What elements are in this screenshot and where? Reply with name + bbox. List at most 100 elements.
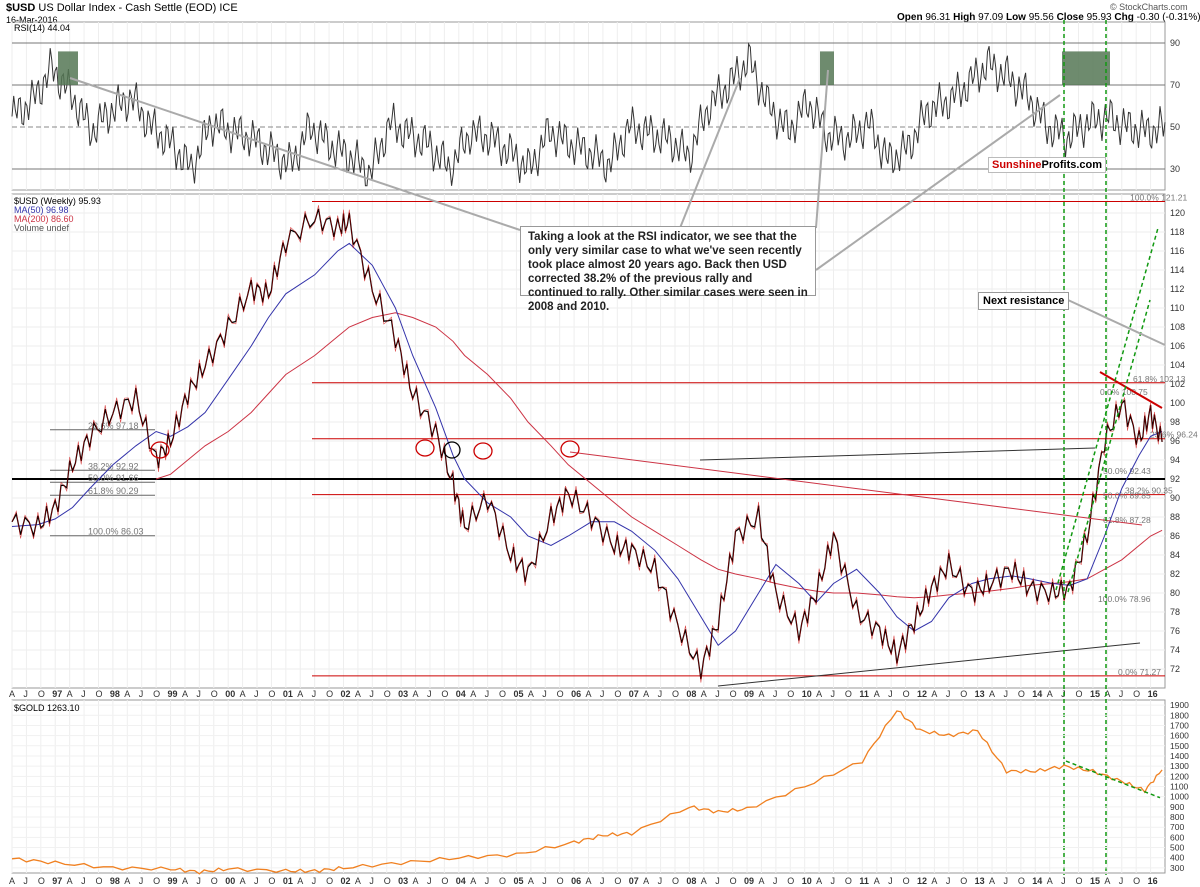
price-tick-label: 96: [1170, 436, 1180, 446]
fib-left-label: 100.0% 86.03: [88, 527, 144, 537]
x-tick-label: J: [369, 689, 374, 699]
x-tick-label: O: [614, 876, 621, 886]
x-tick-label: O: [95, 689, 102, 699]
ma200-legend: MA(200) 86.60: [14, 214, 74, 224]
price-tick-label: 82: [1170, 569, 1180, 579]
gold-tick-label: 1900: [1170, 700, 1189, 710]
next-resistance-label: Next resistance: [978, 292, 1070, 310]
x-tick-label: J: [312, 876, 317, 886]
callout-pointer: [69, 77, 521, 231]
x-tick-label: 07: [629, 876, 639, 886]
support-circle: [560, 440, 580, 458]
x-tick-label: O: [730, 876, 737, 886]
x-tick-label: O: [730, 689, 737, 699]
x-tick-label: 15: [1090, 876, 1100, 886]
x-tick-label: J: [1061, 876, 1066, 886]
rsi-legend: RSI(14) 44.04: [14, 23, 71, 33]
price-tick-label: 116: [1170, 246, 1184, 256]
fib-left-label: 50.0% 91.66: [88, 473, 139, 483]
x-tick-label: A: [355, 876, 361, 886]
x-tick-label: A: [643, 689, 649, 699]
x-tick-label: O: [903, 689, 910, 699]
ma50-line: [11, 242, 1163, 647]
x-tick-label: J: [81, 689, 86, 699]
change-value: -0.30 (-0.31%): [1136, 12, 1200, 23]
gold-tick-label: 1200: [1170, 771, 1189, 781]
gold-tick-label: 1700: [1170, 720, 1189, 730]
x-tick-label: J: [831, 876, 836, 886]
fib-right-label: 100.0% 78.96: [1098, 594, 1151, 604]
price-tick-label: 76: [1170, 626, 1180, 636]
index-name: US Dollar Index - Cash Settle (EOD): [38, 2, 217, 14]
x-tick-label: 02: [340, 689, 350, 699]
gold-tick-label: 500: [1170, 843, 1184, 853]
x-tick-label: J: [485, 876, 490, 886]
x-tick-label: A: [297, 689, 303, 699]
support-circle: [443, 441, 461, 459]
x-tick-label: 97: [52, 689, 62, 699]
x-tick-label: J: [1003, 876, 1008, 886]
x-tick-label: J: [427, 689, 432, 699]
x-tick-label: 06: [571, 876, 581, 886]
rsi-overbought-fill: [1062, 51, 1110, 85]
x-tick-label: A: [643, 876, 649, 886]
x-tick-label: A: [1104, 689, 1110, 699]
x-tick-label: A: [816, 689, 822, 699]
support-circle: [150, 441, 170, 459]
x-tick-label: A: [470, 876, 476, 886]
x-tick-label: J: [773, 689, 778, 699]
x-tick-label: A: [124, 876, 130, 886]
gold-tick-label: 600: [1170, 832, 1184, 842]
x-tick-label: A: [758, 876, 764, 886]
rsi-tick-label: 70: [1170, 80, 1180, 90]
gold-tick-label: 1100: [1170, 782, 1189, 792]
x-tick-label: A: [9, 689, 15, 699]
x-tick-label: J: [254, 876, 259, 886]
x-tick-label: 14: [1032, 689, 1042, 699]
price-tick-label: 98: [1170, 417, 1180, 427]
x-tick-label: J: [658, 689, 663, 699]
x-tick-label: 03: [398, 876, 408, 886]
price-tick-label: 120: [1170, 208, 1185, 218]
x-tick-label: A: [528, 689, 534, 699]
gold-tick-label: 400: [1170, 853, 1184, 863]
open-value: 96.31: [925, 12, 951, 23]
gold-tick-label: 1000: [1170, 792, 1189, 802]
x-tick-label: 08: [686, 876, 696, 886]
x-tick-label: O: [845, 689, 852, 699]
gold-tick-label: 1400: [1170, 751, 1189, 761]
x-tick-label: J: [196, 876, 201, 886]
price-tick-label: 114: [1170, 265, 1184, 275]
x-tick-label: J: [254, 689, 259, 699]
price-tick-label: 88: [1170, 512, 1180, 522]
x-tick-label: J: [600, 876, 605, 886]
price-tick-label: 80: [1170, 588, 1180, 598]
ohlc-readout: Open 96.31 High 97.09 Low 95.56 Close 95…: [897, 12, 1200, 23]
rsi-tick-label: 30: [1170, 164, 1180, 174]
fib-right-label: 38.2% 90.35: [1125, 486, 1173, 496]
x-tick-label: O: [499, 876, 506, 886]
x-tick-label: 12: [917, 689, 927, 699]
x-tick-label: O: [903, 876, 910, 886]
price-tick-label: 92: [1170, 474, 1180, 484]
price-tick-label: 104: [1170, 360, 1185, 370]
x-tick-label: 11: [859, 689, 869, 699]
x-tick-label: O: [960, 689, 967, 699]
x-tick-label: A: [297, 876, 303, 886]
price-legend: $USD (Weekly) 95.93: [14, 196, 101, 206]
x-tick-label: A: [586, 689, 592, 699]
x-tick-label: 08: [686, 689, 696, 699]
usd-price-down-bars: [11, 205, 1163, 683]
fib-right-label: 50.0% 92.43: [1103, 466, 1151, 476]
x-tick-label: O: [614, 689, 621, 699]
x-tick-label: J: [946, 876, 951, 886]
rsi-line: [11, 42, 1166, 187]
x-tick-label: A: [124, 689, 130, 699]
x-tick-label: J: [23, 876, 28, 886]
x-tick-label: 13: [975, 689, 985, 699]
x-tick-label: J: [946, 689, 951, 699]
fib-right-label: 50.0% 89.85: [1103, 490, 1151, 500]
exchange: ICE: [219, 2, 238, 14]
x-tick-label: J: [542, 689, 547, 699]
